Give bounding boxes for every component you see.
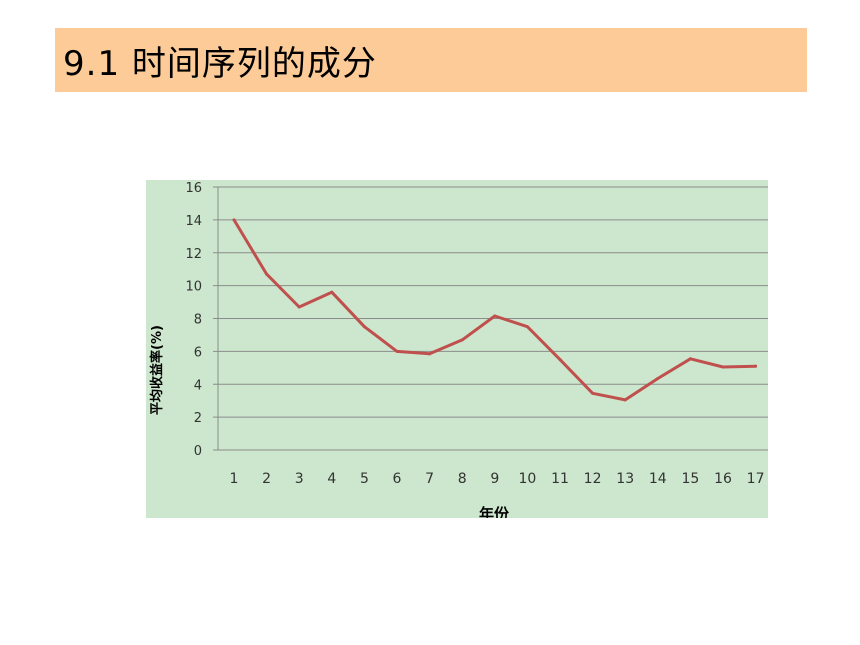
- data-point: [525, 325, 529, 329]
- gridlines: [218, 186, 768, 451]
- x-tick-label: 11: [551, 471, 569, 487]
- data-point: [297, 305, 301, 309]
- data-point: [721, 365, 725, 369]
- data-point: [656, 376, 660, 380]
- x-tick-label: 2: [262, 471, 271, 487]
- x-tick-label: 8: [458, 471, 467, 487]
- axes: [213, 186, 219, 451]
- x-tick-label: 3: [295, 471, 304, 487]
- x-tick-label: 4: [327, 471, 336, 487]
- y-tick-label: 2: [194, 411, 202, 426]
- x-tick-label: 16: [714, 471, 732, 487]
- y-tick-label: 6: [194, 345, 202, 360]
- data-point: [754, 364, 758, 368]
- x-tick-label: 15: [681, 471, 699, 487]
- page-title: 9.1 时间序列的成分: [63, 43, 377, 84]
- x-tick-label: 17: [747, 471, 765, 487]
- data-point: [395, 349, 399, 353]
- data-point: [428, 352, 432, 356]
- x-tick-label: 7: [425, 471, 434, 487]
- data-point: [330, 290, 334, 294]
- x-tick-label: 6: [393, 471, 402, 487]
- x-tick-label: 14: [649, 471, 667, 487]
- line-chart: 0 2 4 6 8 10 12 14 16 1 2 3 4 5 6 7 8 9 10 11 12 13 14 15 16 17 …: [146, 180, 768, 518]
- chart-background: [146, 180, 768, 518]
- x-tick-label: 1: [230, 471, 239, 487]
- x-tick-label: 12: [584, 471, 602, 487]
- y-tick-labels: 0 2 4 6 8 10 12 14 16: [185, 181, 202, 459]
- data-point: [688, 357, 692, 361]
- y-tick-label: 4: [194, 378, 202, 393]
- data-point: [460, 338, 464, 342]
- x-axis-label: 年份: [479, 505, 510, 518]
- x-tick-label: 9: [490, 471, 499, 487]
- x-tick-label: 5: [360, 471, 369, 487]
- y-tick-label: 16: [185, 181, 202, 196]
- data-point: [493, 314, 497, 318]
- data-point: [362, 325, 366, 329]
- series-lines: [232, 218, 758, 402]
- data-point: [558, 358, 562, 362]
- x-tick-label: 10: [518, 471, 536, 487]
- x-tick-labels: 1 2 3 4 5 6 7 8 9 10 11 12 13 14 15 16 17: [230, 471, 765, 487]
- title-bar: 9.1 时间序列的成分: [55, 28, 807, 92]
- data-point: [265, 272, 269, 276]
- y-axis-label: 平均收益率(%): [149, 325, 165, 415]
- y-tick-label: 14: [185, 214, 202, 229]
- y-tick-label: 8: [194, 313, 202, 328]
- x-tick-label: 13: [616, 471, 634, 487]
- data-point: [232, 218, 236, 222]
- data-point: [623, 398, 627, 402]
- data-point: [591, 391, 595, 395]
- y-tick-label: 12: [185, 247, 202, 262]
- y-tick-label: 0: [194, 444, 202, 459]
- y-tick-label: 10: [185, 280, 202, 295]
